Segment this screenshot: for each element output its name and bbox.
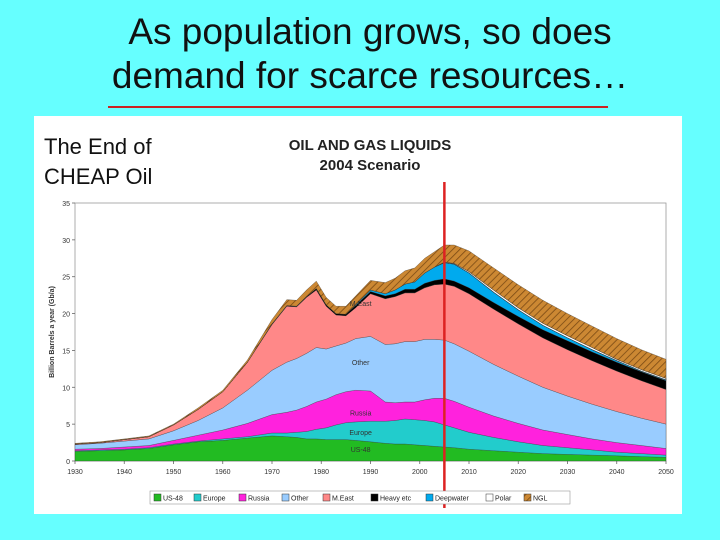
legend-swatch-other (281, 493, 290, 502)
y-tick-label: 5 (66, 422, 70, 429)
y-tick-label: 10 (62, 385, 70, 392)
legend-swatch-m-east (322, 493, 331, 502)
legend-label-europe: Europe (203, 496, 226, 503)
x-tick-label: 1930 (67, 469, 83, 476)
y-tick-label: 0 (66, 459, 70, 466)
slide-title: As population grows, so does demand for … (0, 10, 720, 98)
x-tick-label: 2010 (461, 469, 477, 476)
area-label-europe: Europe (349, 430, 372, 437)
x-tick-label: 2000 (412, 469, 428, 476)
legend-label-us-48: US-48 (163, 496, 183, 503)
panel-heading: The End of CHEAP Oil (44, 132, 152, 192)
slide-title-line-1: As population grows, so does (128, 11, 612, 52)
legend-box (149, 490, 571, 505)
legend-swatch-polar (485, 493, 494, 502)
area-ngl (74, 244, 667, 445)
y-tick-label: 25 (62, 275, 70, 282)
area-label-us-48: US-48 (351, 447, 371, 454)
oil-gas-liquids-chart: 0 5 10 15 20 25 30 35 1930 1940 1950 1960 1970 1980 19… (49, 182, 674, 508)
y-tick-label: 15 (62, 348, 70, 355)
x-tick-label: 2030 (560, 469, 576, 476)
legend-label-russia: Russia (248, 496, 270, 503)
legend-swatch-europe (193, 493, 202, 502)
y-tick-label: 35 (62, 201, 70, 208)
area-label-other: Other (352, 360, 370, 367)
title-underline (108, 106, 608, 108)
chart-panel: The End of CHEAP Oil OIL AND GAS LIQUIDS… (34, 116, 682, 514)
slide-title-line-2: demand for scarce resources… (111, 55, 629, 96)
panel-heading-line-1: The End of (44, 134, 152, 159)
panel-heading-line-2: CHEAP Oil (44, 164, 153, 189)
legend-label-m-east: M.East (332, 496, 354, 503)
legend-label-deepwater: Deepwater (435, 496, 470, 503)
legend-swatch-ngl (523, 493, 532, 502)
legend-label-ngl: NGL (533, 496, 548, 503)
x-tick-label: 1960 (215, 469, 231, 476)
legend-swatch-russia (238, 493, 247, 502)
chart-title-line-1: OIL AND GAS LIQUIDS (288, 137, 452, 154)
area-label-russia: Russia (350, 410, 372, 417)
chart-title: OIL AND GAS LIQUIDS 2004 Scenario (230, 136, 510, 176)
x-tick-label: 1990 (363, 469, 379, 476)
legend-label-polar: Polar (495, 496, 512, 503)
legend-swatch-heavy-etc (370, 493, 379, 502)
x-tick-label: 1950 (166, 469, 182, 476)
legend-label-other: Other (291, 496, 309, 503)
x-tick-label: 2020 (510, 469, 526, 476)
legend-label-heavy-etc: Heavy etc (380, 496, 412, 503)
legend-swatch-us-48 (153, 493, 162, 502)
legend-swatch-deepwater (425, 493, 434, 502)
area-label-m-east: M.East (350, 301, 372, 308)
x-tick-label: 2050 (658, 469, 674, 476)
x-tick-label: 1940 (116, 469, 132, 476)
y-tick-label: 30 (62, 238, 70, 245)
y-axis-label: Billion Barrels a year (Gb/a) (49, 286, 56, 378)
y-tick-label: 20 (62, 312, 70, 319)
x-tick-label: 1970 (264, 469, 280, 476)
x-tick-label: 1980 (313, 469, 329, 476)
chart-title-line-2: 2004 Scenario (319, 157, 421, 174)
x-tick-label: 2040 (609, 469, 625, 476)
